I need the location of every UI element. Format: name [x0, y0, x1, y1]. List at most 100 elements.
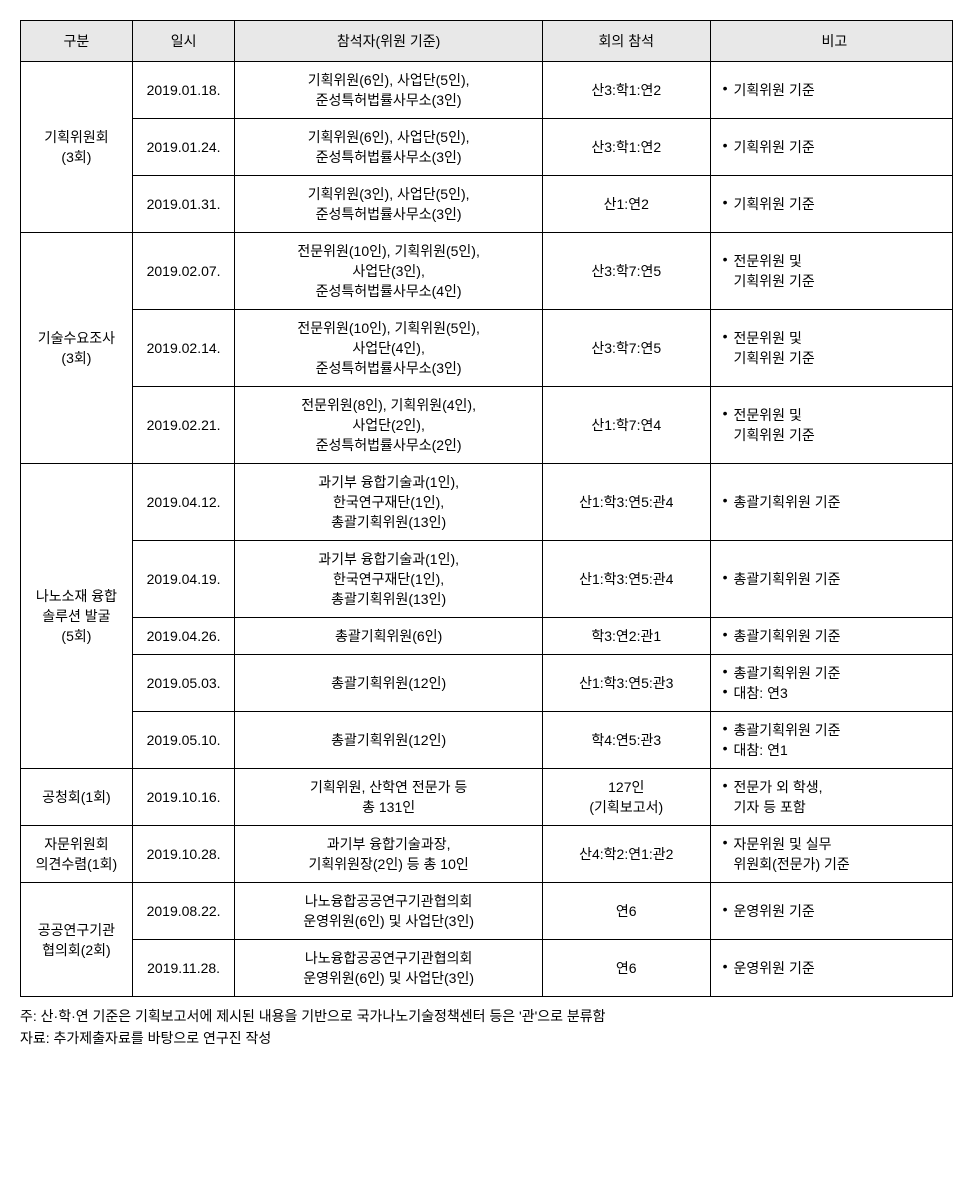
note-text: 전문위원 및기획위원 기준	[734, 328, 815, 368]
note-cell: •운영위원 기준	[710, 940, 952, 997]
meeting-cell: 산1:학3:연5:관4	[542, 464, 710, 541]
attendee-cell: 과기부 융합기술과장,기획위원장(2인) 등 총 10인	[235, 826, 543, 883]
bullet-icon: •	[723, 137, 728, 153]
attendee-cell: 총괄기획위원(12인)	[235, 655, 543, 712]
date-cell: 2019.01.31.	[132, 176, 235, 233]
bullet-icon: •	[723, 834, 728, 850]
note-item: •전문위원 및기획위원 기준	[723, 328, 946, 368]
attendee-cell: 과기부 융합기술과(1인),한국연구재단(1인),총괄기획위원(13인)	[235, 464, 543, 541]
meeting-cell: 127인(기획보고서)	[542, 769, 710, 826]
note-item: • 자문위원 및 실무위원회(전문가) 기준	[723, 834, 946, 874]
category-cell: 공공연구기관협의회(2회)	[21, 883, 133, 997]
attendee-cell: 기획위원, 산학연 전문가 등총 131인	[235, 769, 543, 826]
note-item: •전문가 외 학생,기자 등 포함	[723, 777, 946, 817]
note-item: •운영위원 기준	[723, 901, 946, 921]
note-item: •총괄기획위원 기준	[723, 720, 946, 740]
bullet-icon: •	[723, 492, 728, 508]
date-cell: 2019.04.12.	[132, 464, 235, 541]
note-text: 자문위원 및 실무위원회(전문가) 기준	[734, 834, 850, 874]
bullet-icon: •	[723, 251, 728, 267]
note-cell: •운영위원 기준	[710, 883, 952, 940]
note-item: •총괄기획위원 기준	[723, 569, 946, 589]
footnote-note: 주: 산·학·연 기준은 기획보고서에 제시된 내용을 기반으로 국가나노기술정…	[20, 1005, 953, 1027]
meeting-cell: 산1:학3:연5:관3	[542, 655, 710, 712]
meeting-cell: 학4:연5:관3	[542, 712, 710, 769]
table-row: 공공연구기관협의회(2회)2019.08.22.나노융합공공연구기관협의회운영위…	[21, 883, 953, 940]
note-text: 기획위원 기준	[734, 80, 815, 100]
date-cell: 2019.05.03.	[132, 655, 235, 712]
note-cell: •전문위원 및기획위원 기준	[710, 387, 952, 464]
note-item: • 전문위원 및기획위원 기준	[723, 251, 946, 291]
table-row: 2019.11.28.나노융합공공연구기관협의회운영위원(6인) 및 사업단(3…	[21, 940, 953, 997]
bullet-icon: •	[723, 194, 728, 210]
note-cell: •총괄기획위원 기준•대참: 연3	[710, 655, 952, 712]
attendee-cell: 전문위원(10인), 기획위원(5인),사업단(3인),준성특허법률사무소(4인…	[235, 233, 543, 310]
header-category: 구분	[21, 21, 133, 62]
footnote-block: 주: 산·학·연 기준은 기획보고서에 제시된 내용을 기반으로 국가나노기술정…	[20, 1005, 953, 1050]
meeting-cell: 연6	[542, 883, 710, 940]
note-cell: • 기획위원 기준	[710, 119, 952, 176]
table-row: 공청회(1회)2019.10.16.기획위원, 산학연 전문가 등총 131인1…	[21, 769, 953, 826]
attendee-cell: 나노융합공공연구기관협의회운영위원(6인) 및 사업단(3인)	[235, 940, 543, 997]
date-cell: 2019.02.21.	[132, 387, 235, 464]
category-cell: 나노소재 융합솔루션 발굴(5회)	[21, 464, 133, 769]
note-text: 운영위원 기준	[734, 958, 815, 978]
attendee-cell: 전문위원(10인), 기획위원(5인),사업단(4인),준성특허법률사무소(3인…	[235, 310, 543, 387]
note-item: • 기획위원 기준	[723, 80, 946, 100]
bullet-icon: •	[723, 740, 728, 756]
bullet-icon: •	[723, 683, 728, 699]
table-header-row: 구분 일시 참석자(위원 기준) 회의 참석 비고	[21, 21, 953, 62]
date-cell: 2019.08.22.	[132, 883, 235, 940]
note-cell: • 총괄기획위원 기준	[710, 618, 952, 655]
meeting-table: 구분 일시 참석자(위원 기준) 회의 참석 비고 기획위원회(3회)2019.…	[20, 20, 953, 997]
date-cell: 2019.05.10.	[132, 712, 235, 769]
note-item: • 기획위원 기준	[723, 194, 946, 214]
note-text: 대참: 연1	[734, 740, 788, 760]
note-item: •운영위원 기준	[723, 958, 946, 978]
attendee-cell: 기획위원(6인), 사업단(5인),준성특허법률사무소(3인)	[235, 62, 543, 119]
date-cell: 2019.01.24.	[132, 119, 235, 176]
header-note: 비고	[710, 21, 952, 62]
bullet-icon: •	[723, 405, 728, 421]
header-date: 일시	[132, 21, 235, 62]
note-cell: •전문위원 및기획위원 기준	[710, 310, 952, 387]
bullet-icon: •	[723, 663, 728, 679]
attendee-cell: 기획위원(3인), 사업단(5인),준성특허법률사무소(3인)	[235, 176, 543, 233]
note-cell: •총괄기획위원 기준	[710, 464, 952, 541]
category-cell: 자문위원회의견수렴(1회)	[21, 826, 133, 883]
meeting-cell: 산1:학7:연4	[542, 387, 710, 464]
date-cell: 2019.02.14.	[132, 310, 235, 387]
attendee-cell: 총괄기획위원(12인)	[235, 712, 543, 769]
table-row: 2019.01.31.기획위원(3인), 사업단(5인),준성특허법률사무소(3…	[21, 176, 953, 233]
bullet-icon: •	[723, 626, 728, 642]
category-cell: 기획위원회(3회)	[21, 62, 133, 233]
table-row: 2019.05.10.총괄기획위원(12인)학4:연5:관3 •총괄기획위원 기준…	[21, 712, 953, 769]
note-cell: •총괄기획위원 기준	[710, 541, 952, 618]
note-text: 기획위원 기준	[734, 194, 815, 214]
note-item: • 총괄기획위원 기준	[723, 626, 946, 646]
meeting-cell: 연6	[542, 940, 710, 997]
note-item: • 대참: 연1	[723, 740, 946, 760]
table-row: 2019.02.14.전문위원(10인), 기획위원(5인),사업단(4인),준…	[21, 310, 953, 387]
note-item: • 대참: 연3	[723, 683, 946, 703]
bullet-icon: •	[723, 901, 728, 917]
table-body: 기획위원회(3회)2019.01.18.기획위원(6인), 사업단(5인),준성…	[21, 62, 953, 997]
note-text: 전문위원 및기획위원 기준	[734, 251, 815, 291]
footnote-source: 자료: 추가제출자료를 바탕으로 연구진 작성	[20, 1027, 953, 1049]
table-row: 2019.04.26.총괄기획위원(6인)학3:연2:관1•총괄기획위원 기준	[21, 618, 953, 655]
date-cell: 2019.04.19.	[132, 541, 235, 618]
note-text: 총괄기획위원 기준	[734, 626, 841, 646]
bullet-icon: •	[723, 80, 728, 96]
date-cell: 2019.11.28.	[132, 940, 235, 997]
category-cell: 기술수요조사(3회)	[21, 233, 133, 464]
meeting-cell: 학3:연2:관1	[542, 618, 710, 655]
date-cell: 2019.10.16.	[132, 769, 235, 826]
table-row: 2019.02.21.전문위원(8인), 기획위원(4인),사업단(2인),준성…	[21, 387, 953, 464]
meeting-cell: 산3:학1:연2	[542, 62, 710, 119]
note-item: • 기획위원 기준	[723, 137, 946, 157]
date-cell: 2019.01.18.	[132, 62, 235, 119]
note-item: •전문위원 및기획위원 기준	[723, 405, 946, 445]
note-text: 대참: 연3	[734, 683, 788, 703]
table-row: 기획위원회(3회)2019.01.18.기획위원(6인), 사업단(5인),준성…	[21, 62, 953, 119]
note-text: 기획위원 기준	[734, 137, 815, 157]
